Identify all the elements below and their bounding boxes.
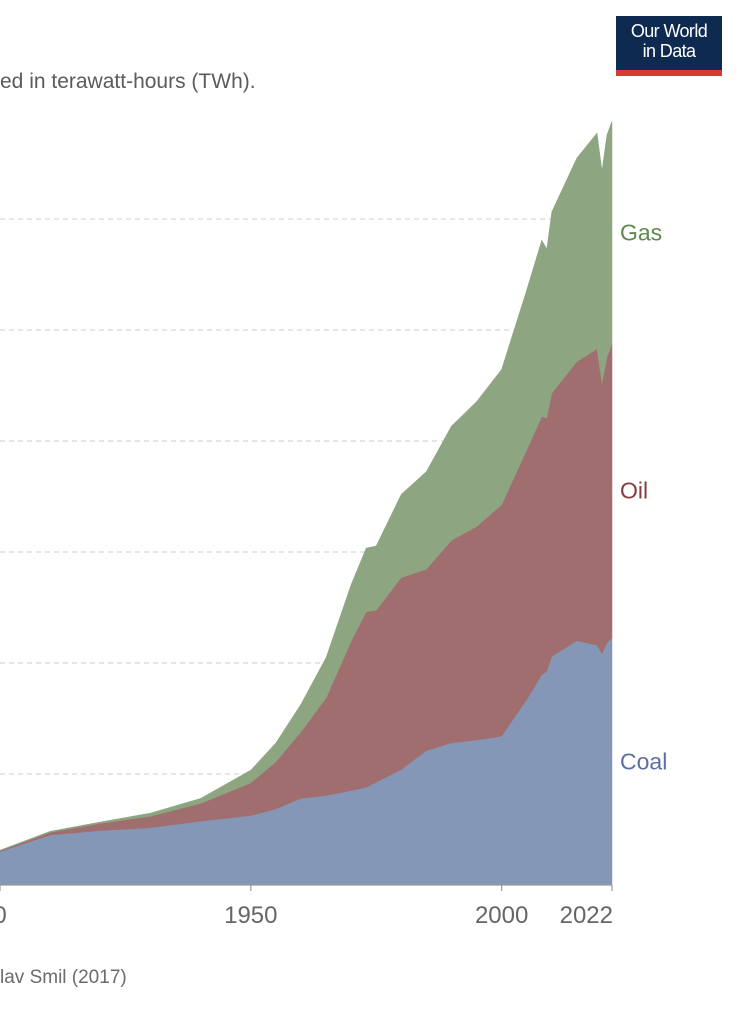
- logo-text-line1: Our World: [630, 21, 708, 41]
- x-tick-label: 1950: [224, 902, 277, 929]
- series-label-oil: Oil: [620, 478, 648, 504]
- series-labels: Coal Oil Gas: [620, 219, 667, 774]
- area-gas[interactable]: [0, 121, 613, 851]
- chart-source: lav Smil (2017): [0, 967, 127, 988]
- x-axis: 0 1950 2000 2022: [0, 884, 613, 929]
- x-tick-label: 2022: [560, 902, 613, 929]
- series-label-gas: Gas: [620, 219, 662, 245]
- x-tick-label: 2000: [475, 902, 528, 929]
- logo-text-line2: in Data: [642, 41, 696, 61]
- our-world-in-data-logo[interactable]: Our World in Data: [616, 16, 722, 76]
- logo-stripe: [616, 70, 722, 76]
- x-tick-label: 0: [0, 902, 7, 929]
- chart-subtitle: ed in terawatt-hours (TWh).: [0, 70, 256, 93]
- series-label-coal: Coal: [620, 749, 667, 775]
- chart-areas: [0, 121, 613, 886]
